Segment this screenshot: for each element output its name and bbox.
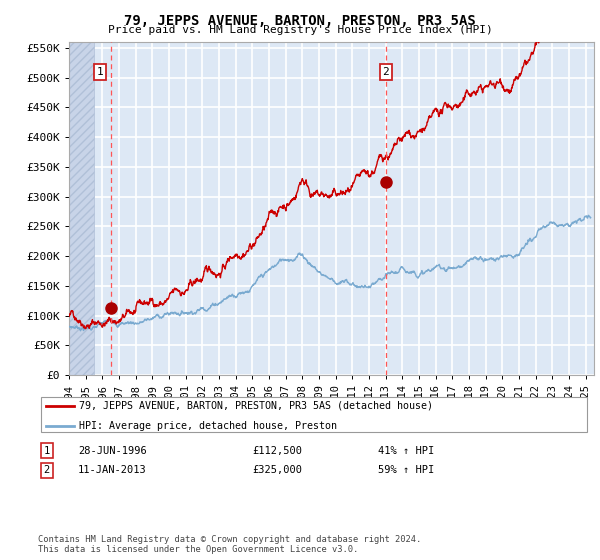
Text: £112,500: £112,500 <box>252 446 302 456</box>
Text: 79, JEPPS AVENUE, BARTON, PRESTON, PR3 5AS (detached house): 79, JEPPS AVENUE, BARTON, PRESTON, PR3 5… <box>79 401 433 411</box>
Text: 2: 2 <box>44 465 50 475</box>
Bar <box>69 42 94 375</box>
FancyBboxPatch shape <box>41 398 587 432</box>
Text: HPI: Average price, detached house, Preston: HPI: Average price, detached house, Pres… <box>79 421 337 431</box>
Text: 11-JAN-2013: 11-JAN-2013 <box>78 465 147 475</box>
Text: 28-JUN-1996: 28-JUN-1996 <box>78 446 147 456</box>
Text: 2: 2 <box>382 67 389 77</box>
Text: Price paid vs. HM Land Registry's House Price Index (HPI): Price paid vs. HM Land Registry's House … <box>107 25 493 35</box>
Text: 79, JEPPS AVENUE, BARTON, PRESTON, PR3 5AS: 79, JEPPS AVENUE, BARTON, PRESTON, PR3 5… <box>124 14 476 28</box>
Text: £325,000: £325,000 <box>252 465 302 475</box>
Text: Contains HM Land Registry data © Crown copyright and database right 2024.
This d: Contains HM Land Registry data © Crown c… <box>38 535 421 554</box>
Text: 41% ↑ HPI: 41% ↑ HPI <box>378 446 434 456</box>
Text: 59% ↑ HPI: 59% ↑ HPI <box>378 465 434 475</box>
Text: 1: 1 <box>44 446 50 456</box>
Text: 1: 1 <box>97 67 103 77</box>
